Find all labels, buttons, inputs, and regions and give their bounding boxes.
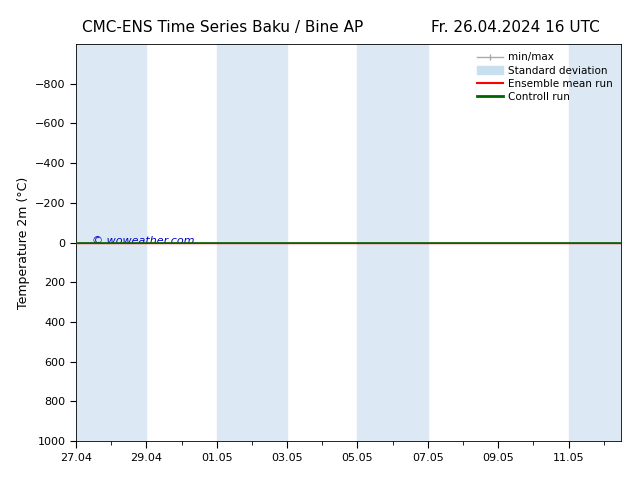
Legend: min/max, Standard deviation, Ensemble mean run, Controll run: min/max, Standard deviation, Ensemble me… — [474, 49, 616, 105]
Bar — [358, 44, 428, 441]
Text: CMC-ENS Time Series Baku / Bine AP: CMC-ENS Time Series Baku / Bine AP — [82, 20, 364, 35]
Bar — [569, 44, 621, 441]
Bar — [217, 44, 287, 441]
Text: © woweather.com: © woweather.com — [93, 236, 195, 245]
Text: Fr. 26.04.2024 16 UTC: Fr. 26.04.2024 16 UTC — [431, 20, 600, 35]
Y-axis label: Temperature 2m (°C): Temperature 2m (°C) — [16, 176, 30, 309]
Bar — [76, 44, 146, 441]
